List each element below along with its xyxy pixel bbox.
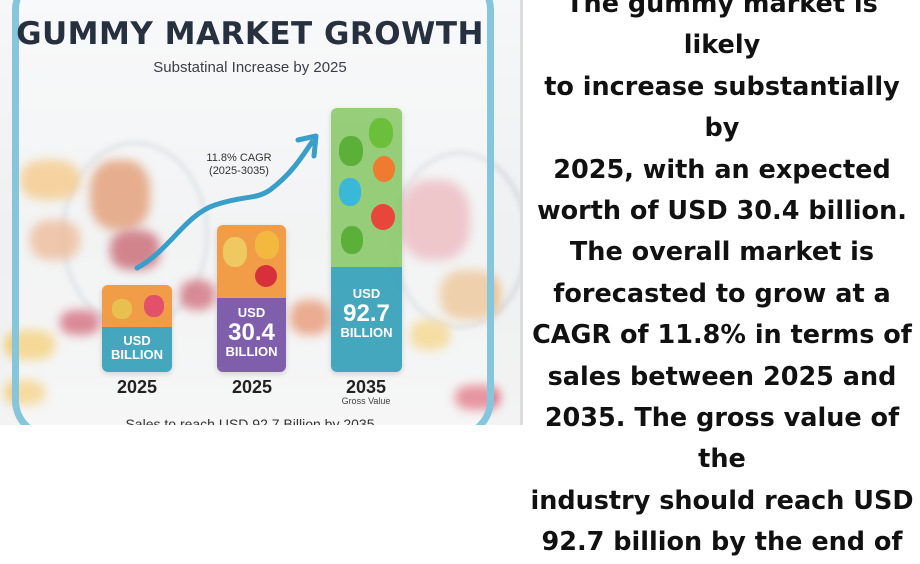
bar-unit: BILLION (225, 343, 278, 359)
article-line: CAGR of 11.8% in terms of (532, 320, 912, 351)
gummy-bear-icon (255, 231, 279, 259)
divider (520, 0, 523, 425)
article-line: The gummy market is likely (566, 0, 878, 61)
article-line: The overall market is (569, 237, 875, 268)
candy (180, 280, 215, 310)
candy (410, 320, 450, 350)
gummy-bear-icon (223, 237, 247, 267)
article-line: 2035. The gross value of the (544, 403, 900, 475)
bar-value: 92.7 (343, 299, 390, 327)
growth-arrow-icon (134, 133, 319, 271)
candy (30, 220, 80, 260)
gummy-infographic: GUMMY MARKET GROWTH Substatinal Increase… (0, 0, 522, 425)
bar-year: 2025 (116, 377, 158, 397)
bar-currency: USD (352, 286, 381, 301)
bar-unit: BILLION (111, 346, 163, 362)
grapefruit-slice-icon (371, 204, 395, 230)
bar-2025-a: USD BILLION (102, 285, 172, 372)
article-line: forecasted to grow at a (553, 278, 891, 309)
candy (60, 310, 100, 335)
bar-year: 2025 (231, 377, 273, 397)
bar-currency: USD (123, 333, 151, 348)
gummy-bear-icon (341, 226, 363, 254)
bar-currency: USD (237, 305, 266, 320)
gummy-bear-icon (369, 118, 393, 148)
article-line: 2025, with an expected (553, 154, 891, 185)
gummy-bear-icon (339, 136, 363, 166)
infographic-title: GUMMY MARKET GROWTH (16, 16, 484, 52)
article-line: industry should reach USD (530, 485, 914, 516)
article-line: to increase substantially by (544, 71, 900, 144)
candy (400, 180, 470, 260)
apple-icon (255, 265, 277, 287)
cagr-period: (2025-3035) (209, 165, 269, 178)
bar-year: 2035 (345, 377, 387, 397)
gummy-bear-icon (339, 178, 361, 206)
candy (20, 160, 80, 200)
bar-2025-b: USD 30.4 BILLION (217, 225, 286, 372)
strawberry-icon (144, 295, 164, 317)
bar-2035: USD 92.7 BILLION (331, 108, 402, 372)
article-line: worth of USD 30.4 billion. (537, 196, 907, 227)
bar-value: 30.4 (228, 318, 275, 346)
infographic-subtitle: Substatinal Increase by 2025 (153, 59, 347, 76)
bar-note: Gross Value (341, 396, 391, 406)
orange-slice-icon (373, 156, 395, 182)
bar-unit: BILLION (340, 324, 393, 340)
infographic-footer: Sales to reach USD 92.7 Billion by 2035 (125, 416, 375, 425)
article-line: sales between 2025 and (547, 361, 897, 392)
candy (290, 300, 330, 335)
article-line: 92.7 billion by the end of (541, 527, 903, 558)
candy (110, 230, 160, 270)
cagr-annotation: 11.8% CAGR (2025-3035) (200, 152, 278, 178)
cagr-label: 11.8% CAGR (206, 152, 272, 164)
article-text: The gummy market is likely to increase s… (524, 0, 920, 564)
gummy-icon (112, 299, 132, 319)
candy (90, 160, 150, 230)
